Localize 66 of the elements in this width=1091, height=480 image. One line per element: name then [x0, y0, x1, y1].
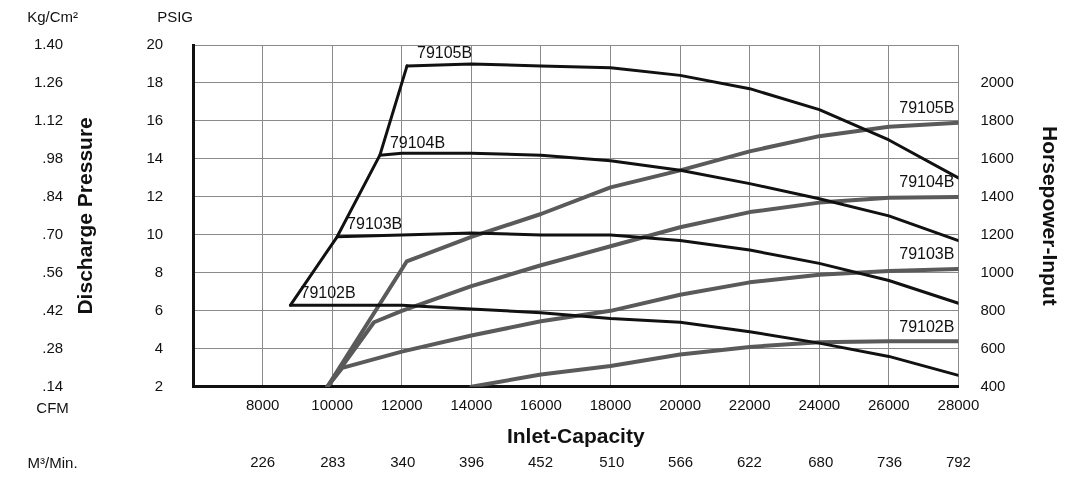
series-label: 79105B [417, 44, 473, 62]
y2-tick-label: 1800 [980, 111, 1014, 129]
y2-tick-label: 400 [980, 376, 1006, 394]
series-label: 79104B [899, 173, 955, 191]
y3-tick-label: .98 [42, 149, 64, 167]
series-label: 79102B [899, 317, 955, 335]
y-tick-label: 16 [146, 111, 164, 129]
y-tick-label: 12 [146, 187, 164, 205]
x-tick-label: 16000 [520, 395, 562, 413]
text: CFM [36, 398, 69, 416]
x-tick-label: 18000 [589, 395, 632, 413]
y2-tick-label: 1000 [980, 263, 1014, 281]
y-tick-label: 8 [154, 263, 164, 281]
series-label: 79105B [899, 99, 955, 117]
x2-tick-label: 736 [877, 453, 903, 471]
x-tick-label: 26000 [867, 395, 910, 413]
y2-tick-label: 600 [980, 338, 1006, 356]
y-tick-label: 14 [146, 149, 164, 167]
x2-tick-label: 226 [250, 453, 276, 471]
x2-axis-title: M³/Min. [27, 454, 78, 472]
y3-axis-title: Kg/Cm² [27, 8, 79, 26]
y3-tick-label: .28 [42, 338, 64, 356]
x-axis-title: Inlet-Capacity [506, 424, 645, 448]
x-tick-label: 14000 [450, 395, 493, 413]
x2-tick-label: 792 [945, 453, 971, 471]
x-tick-label: 24000 [798, 395, 841, 413]
y-tick-label: 6 [154, 300, 164, 318]
x-tick-label: 10000 [311, 395, 354, 413]
x2-tick-label: 680 [808, 453, 834, 471]
x-tick-label: 28000 [937, 395, 980, 413]
y-tick-label: 18 [146, 73, 164, 91]
x2-tick-label: 622 [736, 453, 762, 471]
x-tick-label: 8000 [245, 395, 280, 413]
x-tick-label: 20000 [659, 395, 701, 413]
text: PSIG [157, 8, 194, 26]
series-label: 79102B [300, 283, 356, 301]
y3-tick-label: .56 [42, 263, 64, 281]
y3-tick-label: .14 [42, 376, 64, 394]
y3-tick-label: 1.40 [33, 35, 64, 53]
x2-tick-label: 452 [527, 453, 553, 471]
y2-tick-label: 1400 [980, 187, 1014, 205]
x2-tick-label: 283 [320, 453, 346, 471]
y3-tick-label: .84 [42, 187, 64, 205]
y3-tick-label: 1.12 [33, 111, 64, 129]
y-tick-label: 4 [154, 338, 164, 356]
series-label: 79103B [347, 215, 403, 233]
y-axis-title: Discharge Pressure [72, 117, 96, 315]
x2-tick-label: 566 [668, 453, 694, 471]
x2-tick-label: 396 [459, 453, 485, 471]
y2-tick-label: 1200 [980, 225, 1014, 243]
x-tick-label: 12000 [380, 395, 423, 413]
y3-tick-label: 1.26 [33, 73, 64, 91]
x2-tick-label: 510 [599, 453, 625, 471]
series-label: 79103B [899, 245, 955, 263]
y2-tick-label: 2000 [980, 73, 1014, 91]
y-tick-label: 2 [154, 376, 164, 394]
y3-tick-label: .42 [42, 300, 64, 318]
y2-tick-label: 800 [980, 300, 1006, 318]
x-tick-label: 22000 [728, 395, 771, 413]
series-label: 79104B [389, 133, 446, 151]
y-tick-label: 10 [146, 225, 164, 243]
x2-tick-label: 340 [390, 453, 416, 471]
y2-tick-label: 1600 [980, 149, 1014, 167]
y-tick-label: 20 [146, 35, 164, 53]
y2-axis-title: Horsepower-Input [1038, 126, 1062, 306]
y3-tick-label: .70 [42, 225, 64, 243]
